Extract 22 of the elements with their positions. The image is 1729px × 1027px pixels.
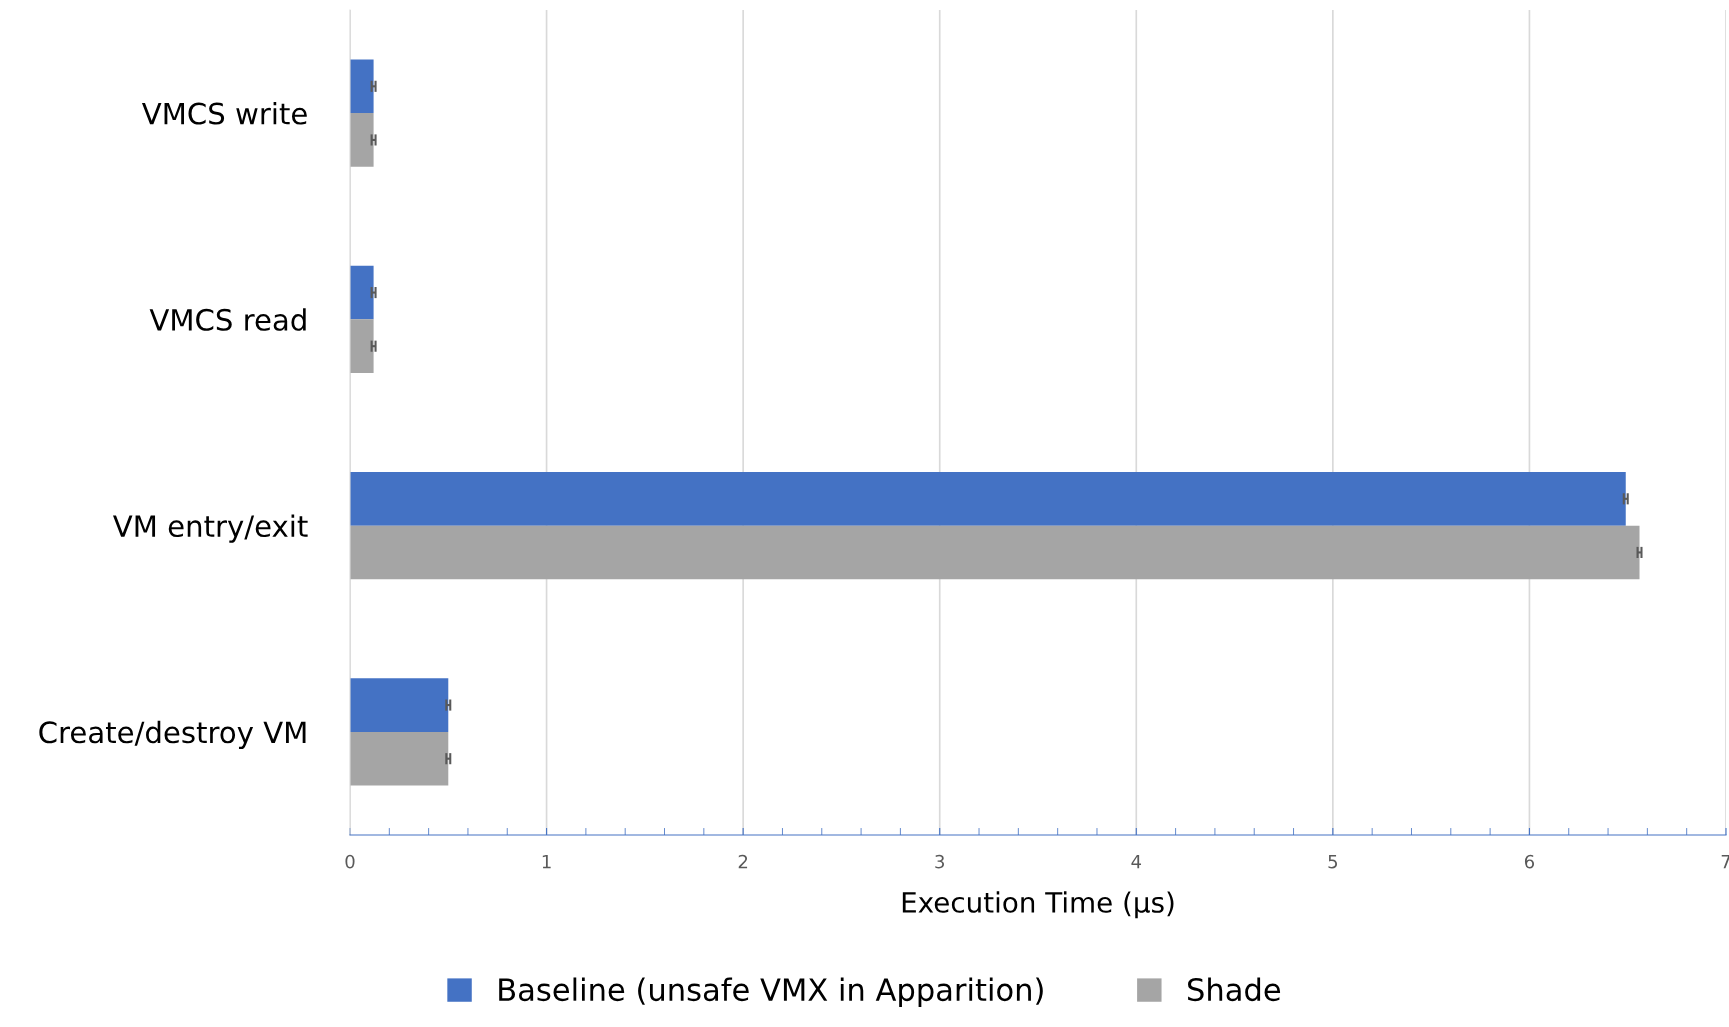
bar	[350, 265, 374, 320]
x-tick-label: 0	[345, 854, 355, 869]
bar	[350, 731, 449, 786]
y-tick-label: VMCS write	[141, 102, 307, 125]
y-tick-label: VM entry/exit	[112, 514, 308, 543]
bar	[350, 113, 374, 167]
legend-label: Baseline (unsafe VMX in Apparition)	[499, 977, 1043, 1008]
bar	[350, 525, 1640, 580]
y-tick-label: VMCS read	[149, 308, 306, 331]
bar	[350, 59, 374, 114]
x-tick-label: 3	[935, 854, 945, 869]
y-tick-label: Create/destroy VM	[39, 720, 306, 750]
x-tick-label: 5	[1328, 855, 1338, 869]
x-tick-label: 2	[738, 854, 748, 869]
x-tick-label: 6	[1524, 854, 1535, 869]
legend-label: Shade	[1188, 977, 1281, 1002]
x-tick-label: 4	[1131, 855, 1142, 869]
bar	[350, 678, 449, 732]
x-axis-title: Execution Time (µs)	[902, 891, 1174, 919]
bar	[350, 319, 374, 373]
bar	[350, 472, 1626, 526]
x-tick-label: 1	[542, 855, 551, 869]
